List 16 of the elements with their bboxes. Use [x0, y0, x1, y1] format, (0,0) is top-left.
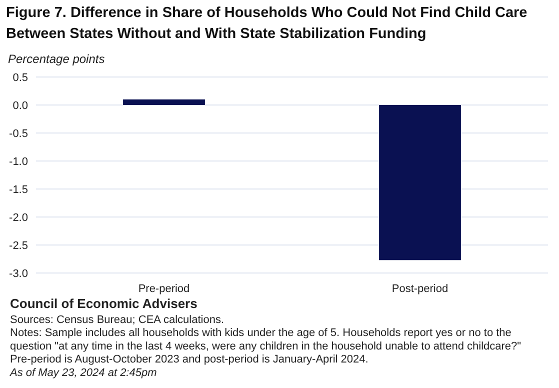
chart-title: Figure 7. Difference in Share of Households Who Could Not Find Child Care Between States Without and With State Stabilization Funding	[6, 5, 528, 42]
text: As of May 23, 2024 at 2:45pm	[9, 366, 157, 379]
y-tick-label: -2.0	[9, 212, 28, 224]
y-tick-label: -1.5	[9, 184, 28, 196]
y-tick-label: -2.5	[9, 240, 28, 252]
y-tick-label: -1.0	[9, 156, 28, 168]
text: Council of Economic Advisers	[10, 296, 198, 311]
y-tick-label: 0.5	[12, 72, 28, 84]
x-tick-label: Pre-period	[138, 283, 190, 295]
text: Notes: Sample includes all households with kids under the age of 5. Households report yes or no to the question "at any time in the last 4 weeks, were any children in the household unable to attend childcare?" Pre-period is August-October 2023 and post-period is January-April 2024.	[10, 327, 522, 366]
source-note: Sources: Census Bureau; CEA calculations.	[10, 314, 224, 326]
y-axis-title: Percentage points	[8, 52, 105, 66]
y-tick-label: -0.5	[9, 128, 28, 140]
x-tick-label: Post-period	[392, 283, 448, 295]
y-tick-label: 0.0	[12, 100, 28, 112]
y-tick-label: -3.0	[9, 268, 28, 280]
